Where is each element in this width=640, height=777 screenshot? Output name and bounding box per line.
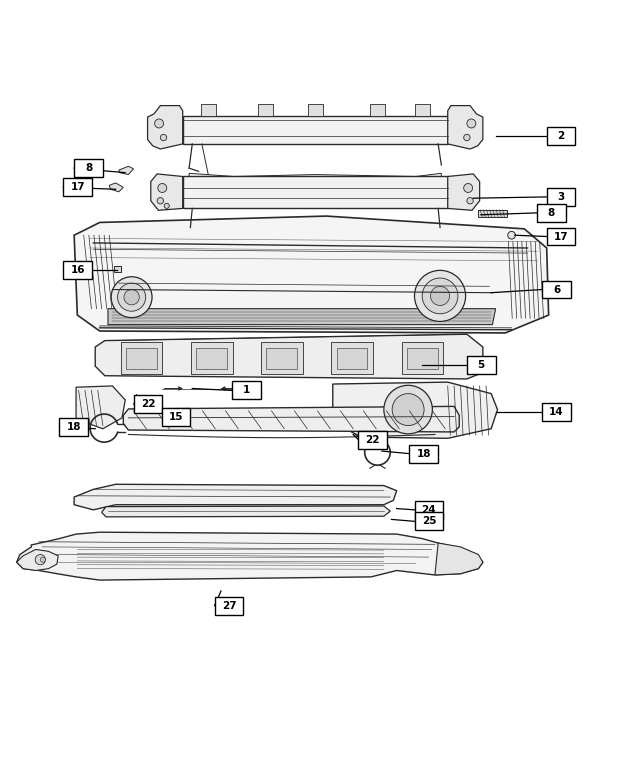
FancyBboxPatch shape [547, 228, 575, 246]
Bar [258, 104, 273, 116]
Text: 8: 8 [548, 208, 555, 218]
Bar [337, 347, 367, 369]
Bar [115, 266, 121, 272]
Polygon shape [124, 406, 460, 432]
Polygon shape [435, 543, 483, 575]
Bar [196, 347, 227, 369]
Text: 25: 25 [422, 517, 436, 526]
FancyBboxPatch shape [537, 204, 566, 221]
Circle shape [40, 557, 45, 563]
Circle shape [384, 385, 433, 434]
Text: 22: 22 [365, 434, 380, 444]
Polygon shape [17, 549, 58, 570]
Bar [121, 342, 163, 374]
Bar [407, 347, 438, 369]
Text: 27: 27 [221, 601, 236, 611]
Text: 1: 1 [243, 385, 250, 395]
Text: 3: 3 [557, 192, 564, 202]
Bar [370, 104, 385, 116]
FancyBboxPatch shape [358, 430, 387, 448]
Text: 6: 6 [553, 284, 560, 294]
FancyBboxPatch shape [415, 501, 444, 519]
Text: 15: 15 [169, 412, 183, 422]
FancyBboxPatch shape [63, 261, 92, 279]
Polygon shape [74, 484, 397, 510]
Polygon shape [333, 382, 497, 438]
Polygon shape [448, 174, 479, 211]
Circle shape [464, 134, 470, 141]
Text: 17: 17 [70, 183, 85, 193]
Circle shape [422, 278, 458, 314]
Text: 2: 2 [557, 131, 564, 141]
FancyBboxPatch shape [60, 418, 88, 436]
Circle shape [464, 183, 472, 193]
Polygon shape [109, 183, 124, 192]
Circle shape [158, 183, 167, 193]
FancyBboxPatch shape [547, 188, 575, 206]
Circle shape [431, 286, 450, 305]
Circle shape [155, 119, 164, 128]
Polygon shape [448, 106, 483, 149]
Bar [266, 347, 297, 369]
FancyBboxPatch shape [542, 280, 571, 298]
Bar [332, 342, 373, 374]
Polygon shape [102, 506, 390, 517]
FancyBboxPatch shape [547, 127, 575, 145]
Bar [308, 104, 323, 116]
Text: 18: 18 [417, 448, 431, 458]
Bar [126, 347, 157, 369]
Text: 16: 16 [70, 266, 85, 275]
Bar [191, 342, 232, 374]
Circle shape [415, 270, 466, 322]
FancyBboxPatch shape [162, 408, 190, 426]
Polygon shape [74, 216, 548, 333]
Polygon shape [95, 334, 483, 379]
Circle shape [124, 290, 140, 305]
Circle shape [392, 394, 424, 426]
Circle shape [118, 283, 146, 312]
Circle shape [35, 555, 45, 565]
FancyBboxPatch shape [542, 403, 571, 421]
Polygon shape [189, 173, 442, 182]
Circle shape [467, 119, 476, 128]
FancyBboxPatch shape [63, 179, 92, 197]
Polygon shape [119, 166, 134, 175]
Polygon shape [148, 106, 182, 149]
Bar [261, 342, 303, 374]
Bar [182, 116, 448, 144]
Polygon shape [17, 532, 483, 580]
FancyBboxPatch shape [410, 444, 438, 462]
FancyBboxPatch shape [232, 382, 260, 399]
FancyBboxPatch shape [467, 356, 495, 374]
Bar [200, 104, 216, 116]
Bar [402, 342, 444, 374]
FancyBboxPatch shape [134, 395, 163, 413]
Text: 24: 24 [422, 505, 436, 515]
Polygon shape [76, 386, 125, 429]
Circle shape [164, 204, 170, 208]
Circle shape [157, 197, 164, 204]
Text: 18: 18 [67, 422, 81, 432]
FancyBboxPatch shape [415, 512, 444, 530]
FancyBboxPatch shape [74, 159, 103, 177]
Polygon shape [151, 174, 182, 211]
Circle shape [467, 197, 473, 204]
Text: 8: 8 [85, 163, 92, 173]
Polygon shape [478, 210, 507, 218]
FancyBboxPatch shape [214, 597, 243, 615]
Polygon shape [182, 176, 448, 208]
Bar [415, 104, 430, 116]
Circle shape [508, 232, 515, 239]
Polygon shape [108, 308, 495, 325]
Circle shape [111, 277, 152, 318]
Text: 17: 17 [554, 232, 568, 242]
Text: 22: 22 [141, 399, 155, 409]
Text: 14: 14 [549, 407, 564, 417]
Text: 5: 5 [477, 360, 485, 370]
Circle shape [161, 134, 167, 141]
